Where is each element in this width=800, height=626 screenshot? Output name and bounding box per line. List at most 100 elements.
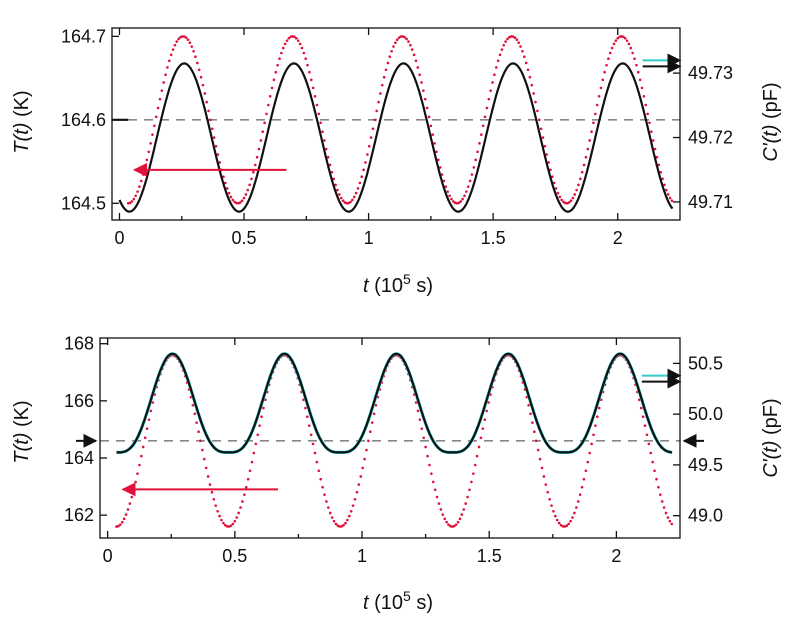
panel-top-temperature-point [579,177,582,181]
panel-bottom-y-right-tick-label: 49.0 [688,506,723,526]
panel-top-temperature-point [459,200,463,203]
panel-top-temperature-point [341,199,345,203]
panel-bottom-x-tail: s) [411,592,433,614]
panel-top-temperature-point [238,201,242,204]
panel-bottom-temperature-point [363,457,366,461]
panel-bottom-temperature-point [468,488,471,492]
panel-bottom-temperature-point [206,475,210,478]
panel-bottom-temperature-point [550,504,553,507]
panel-top-temperature-point [451,200,455,203]
panel-top-temperature-point [323,139,326,142]
panel-top-temperature-point [130,200,134,203]
panel-top-temperature-point [625,39,629,42]
panel-top-temperature-point [461,197,464,201]
panel-bottom-temperature-point [370,421,374,424]
panel-bottom-temperature-point [464,502,467,505]
panel-top-temperature-point [558,195,562,199]
panel-bottom-temperature-point [237,511,240,515]
panel-top-temperature-point [207,109,210,113]
panel-top-temperature-point [614,39,618,42]
panel-top-temperature-point [364,161,367,164]
panel-bottom-temperature-point [420,427,424,430]
panel-bottom-temperature-point [534,439,538,443]
panel-top-x-tick-label: 0 [114,228,124,248]
panel-top-temperature-point [394,41,397,45]
panel-top-temperature-point [564,201,567,205]
panel-bottom-temperature-point [645,433,649,437]
panel-bottom-temperature-point [422,436,426,440]
panel-bottom-temperature-point [202,457,206,461]
panel-top-temperature-point [562,200,565,204]
panel-bottom-temperature-point [122,517,126,521]
panel-top-temperature-point [336,188,339,192]
panel-top-temperature-point [500,48,504,51]
panel-top-temperature-point [541,136,545,139]
panel-top-temperature-point [588,139,591,142]
panel-bottom-temperature-point [222,521,225,525]
panel-top-temperature-point [153,124,156,128]
panel-top-temperature-point [156,106,160,110]
panel-bottom-temperature-point [561,525,565,528]
panel-top-temperature-point [259,139,263,142]
panel-bottom-temperature-point [136,472,139,475]
panel-top-temperature-point [209,118,212,122]
panel-top-temperature-point [623,36,627,40]
panel-bottom-temperature-point [456,520,460,524]
panel-top-temperature-point [139,179,143,183]
panel-top-temperature-point [627,42,631,46]
panel-bottom-y-left-label: T(t) (K) [11,400,33,463]
panel-top-temperature-point [666,193,670,196]
panel-bottom-temperature-point [483,418,487,421]
panel-bottom-temperature-point [151,401,155,404]
panel-bottom-temperature-point [313,451,317,455]
panel-bottom-temperature-point [214,504,218,507]
panel-top-temperature-point [311,86,315,90]
panel-bottom-temperature-point [527,403,530,407]
panel-bottom-temperature-point [323,493,326,496]
panel-top-temperature-point [592,121,595,125]
panel-bottom-temperature-point [302,398,305,402]
panel-top-temperature-point [605,63,608,67]
panel-top-temperature-point [640,86,644,90]
panel-top-temperature-point [177,37,180,41]
panel-bottom-temperature-point [439,508,443,511]
panel-top-temperature-point [321,130,324,134]
panel-bottom-x-tick-label: 0 [103,546,113,566]
panel-top-temperature-point [577,183,580,187]
panel-bottom-temperature-point [250,460,254,464]
panel-top-temperature-point [663,183,666,187]
panel-top-temperature-point [409,43,412,47]
panel-bottom-temperature-point [470,480,473,484]
panel-top-temperature-point [539,127,543,131]
panel-top-temperature-point [145,158,149,162]
panel-top-temperature-point [143,166,147,169]
panel-bottom-temperature-point [239,506,242,509]
panel-top-temperature-point [225,187,229,190]
panel-top-temperature-point [141,173,145,176]
panel-bottom-temperature-point [119,523,122,526]
panel-top-temperature-point [377,100,380,104]
panel-bottom-temperature-point [252,451,256,455]
panel-bottom-temperature-point [347,514,351,518]
panel-top-temperature-point [382,75,386,79]
panel-top-temperature-point [480,133,483,136]
panel-bottom-temperature-point [445,520,448,524]
panel-bottom-temperature-point [641,415,645,419]
panel-bottom-temperature-point [658,493,662,496]
panel-bottom-y-left-tick-label: 164 [64,448,94,468]
panel-top-temperature-point [233,200,236,204]
panel-bottom-temperature-point [578,493,582,496]
panel-top-temperature-point [296,39,300,42]
panel-top-temperature-point [607,57,610,61]
panel-top-temperature-point [283,42,287,46]
panel-bottom-temperature-point [576,500,580,503]
panel-top-temperature-point [317,112,321,116]
panel-top-temperature-point [158,97,162,101]
panel-top-temperature-point [171,48,175,51]
panel-top-temperature-point [547,161,550,164]
panel-top-temperature-point [519,45,522,48]
panel-top-temperature-point [498,53,502,57]
panel-top-temperature-point [646,112,649,116]
panel-top-temperature-point [506,37,509,41]
panel-bottom-temperature-point [655,477,658,481]
